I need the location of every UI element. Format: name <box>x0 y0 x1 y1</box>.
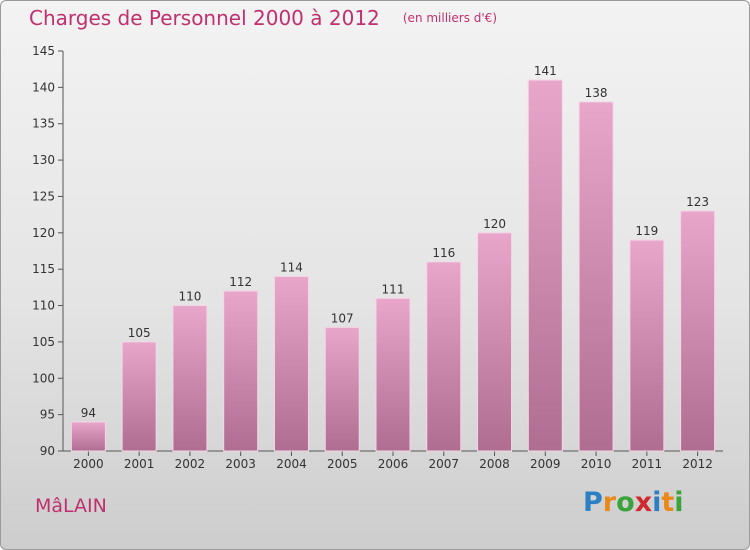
bar-value-label: 105 <box>128 326 151 340</box>
bar <box>172 305 208 452</box>
y-tick-label: 100 <box>32 371 55 385</box>
x-tick-label: 2001 <box>124 457 155 471</box>
y-tick-label: 95 <box>40 408 55 422</box>
bar-value-label: 116 <box>432 246 455 260</box>
bar <box>426 261 462 452</box>
logo-letter: P <box>583 487 603 518</box>
x-tick-label: 2003 <box>225 457 256 471</box>
proxiti-logo: Proxiti <box>583 487 684 518</box>
x-tick-label: 2012 <box>682 457 713 471</box>
x-tick-label: 2011 <box>632 457 663 471</box>
bar <box>223 290 259 452</box>
bar <box>375 297 411 452</box>
x-tick-label: 2005 <box>327 457 358 471</box>
bar <box>680 210 716 452</box>
chart-title: Charges de Personnel 2000 à 2012 <box>29 6 380 30</box>
x-tick-label: 2000 <box>73 457 104 471</box>
logo-letter: i <box>652 487 662 518</box>
logo-letter: t <box>661 487 675 518</box>
bar-value-label: 123 <box>686 195 709 209</box>
commune-name: MâLAIN <box>35 495 107 517</box>
bar-value-label: 120 <box>483 217 506 231</box>
bar-value-label: 107 <box>331 311 354 325</box>
bar <box>527 79 563 452</box>
y-tick-label: 145 <box>32 44 55 58</box>
y-tick-label: 135 <box>32 117 55 131</box>
bar-value-label: 138 <box>585 86 608 100</box>
bar-value-label: 94 <box>81 406 96 420</box>
logo-letter: o <box>616 487 635 518</box>
x-tick-label: 2010 <box>581 457 612 471</box>
bar <box>629 239 665 452</box>
y-tick-label: 130 <box>32 153 55 167</box>
bar <box>324 326 360 452</box>
bar <box>121 341 157 452</box>
logo-letter: i <box>674 487 684 518</box>
logo-letter: r <box>602 487 617 518</box>
bar-value-label: 111 <box>382 282 405 296</box>
bar <box>70 421 106 452</box>
bar <box>477 232 513 452</box>
x-tick-label: 2009 <box>530 457 561 471</box>
bar <box>578 101 614 452</box>
x-tick-label: 2008 <box>479 457 510 471</box>
y-tick-label: 120 <box>32 226 55 240</box>
x-tick-label: 2002 <box>175 457 206 471</box>
y-tick-label: 115 <box>32 262 55 276</box>
y-tick-label: 110 <box>32 299 55 313</box>
chart-unit: (en milliers d'€) <box>402 11 497 25</box>
bar-value-label: 114 <box>280 260 303 274</box>
y-tick-label: 90 <box>40 444 55 458</box>
logo-letter: x <box>634 487 653 518</box>
y-tick-label: 140 <box>32 80 55 94</box>
bar-value-label: 110 <box>178 290 201 304</box>
x-tick-label: 2006 <box>378 457 409 471</box>
y-tick-label: 105 <box>32 335 55 349</box>
y-tick-label: 125 <box>32 189 55 203</box>
bar-value-label: 112 <box>229 275 252 289</box>
x-tick-label: 2007 <box>428 457 459 471</box>
bar-value-label: 141 <box>534 64 557 78</box>
bar-value-label: 119 <box>635 224 658 238</box>
chart-title-block: Charges de Personnel 2000 à 2012 (en mil… <box>29 6 497 30</box>
bar <box>273 275 309 452</box>
x-tick-label: 2004 <box>276 457 307 471</box>
